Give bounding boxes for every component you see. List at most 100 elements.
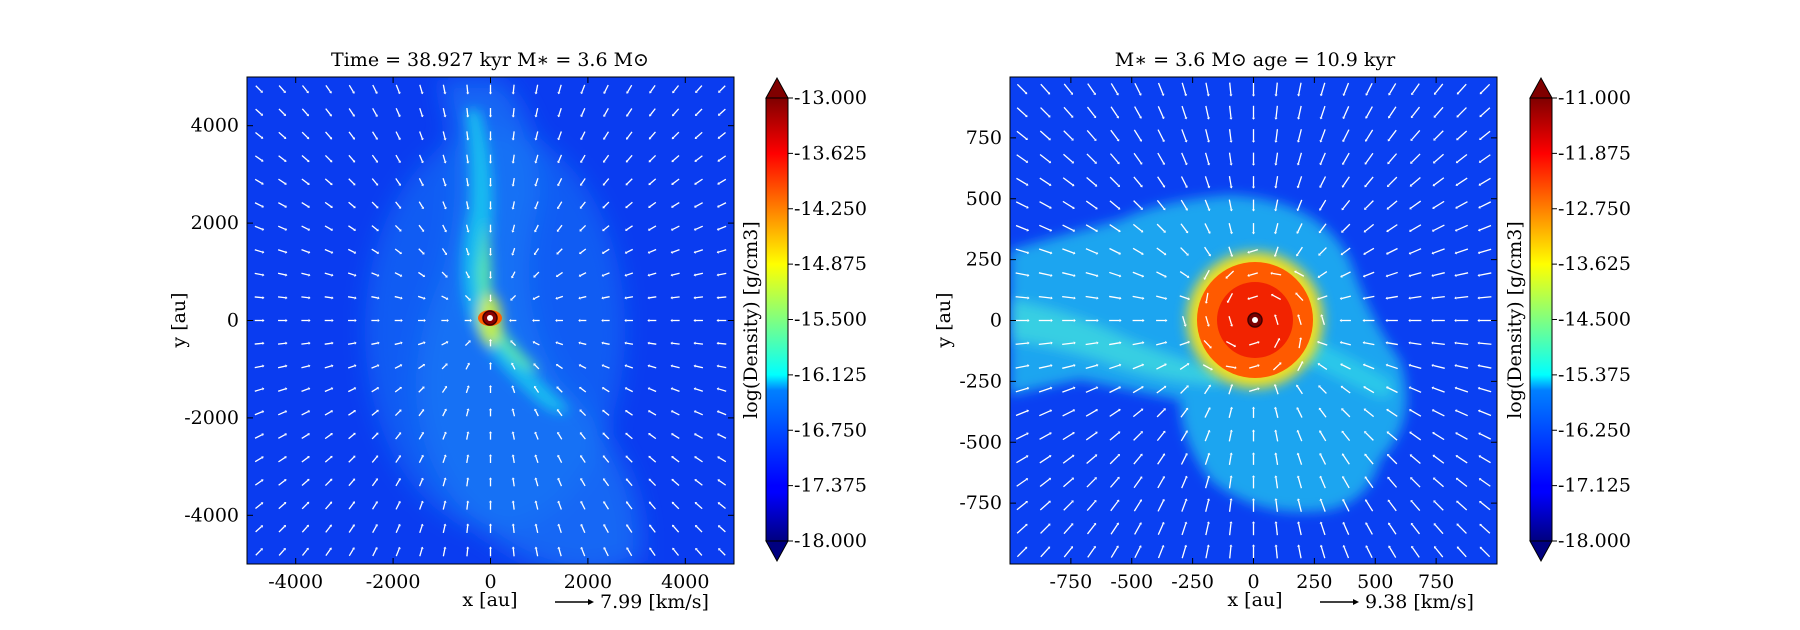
panel-left-velocity-arrow — [718, 457, 727, 463]
panel-left-velocity-arrowhead — [557, 160, 561, 164]
panel-left-velocity-arrowhead — [579, 409, 583, 413]
panel-left-velocity-arrowhead — [603, 547, 607, 550]
panel-left-velocity-arrow — [649, 410, 657, 416]
panel-right-velocity-arrow — [1388, 153, 1398, 164]
panel-left-velocity-arrowhead — [602, 409, 605, 413]
panel-left-velocity-arrowhead — [307, 433, 310, 436]
panel-right-velocity-arrow — [1204, 385, 1211, 395]
panel-right-velocity-arrowhead — [1318, 253, 1321, 256]
panel-left-velocity-arrow — [672, 479, 680, 486]
panel-left-velocity-arrow — [418, 433, 424, 440]
panel-left-velocity-arrow — [718, 388, 727, 392]
panel-right-velocity-arrow — [1480, 107, 1491, 117]
panel-left-velocity-arrowhead — [578, 364, 582, 367]
panel-left-velocity-arrow — [650, 548, 656, 557]
panel-right-velocity-arrowhead — [1229, 544, 1233, 547]
panel-left-velocity-arrowhead — [511, 207, 515, 210]
panel-right-velocity-arrow — [1015, 224, 1028, 231]
panel-right-velocity-arrowhead — [1230, 383, 1234, 387]
panel-left-velocity-arrow — [580, 248, 587, 254]
panel-right-velocity-arrow — [1479, 342, 1492, 345]
panel-left-velocity-arrowhead — [466, 115, 470, 118]
panel-left-velocity-arrowhead — [420, 546, 424, 550]
panel-left-velocity-arrow — [626, 502, 633, 510]
panel-right-velocity-arrow — [1180, 199, 1188, 210]
panel-left-velocity-arrowhead — [603, 501, 606, 504]
panel-right-velocity-arrowhead — [1184, 140, 1188, 143]
panel-right-velocity-arrow — [1062, 295, 1074, 299]
panel-right-velocity-arrow — [1039, 130, 1050, 140]
panel-right-velocity-arrow — [1085, 248, 1097, 254]
panel-right-velocity-arrowhead — [1387, 115, 1391, 119]
panel-right-ytick-label: 750 — [966, 127, 1002, 149]
panel-left-velocity-arrowhead — [466, 92, 470, 95]
panel-left-velocity-arrowhead — [375, 524, 378, 527]
panel-left-velocity-arrow — [301, 479, 309, 486]
panel-right-velocity-arrowhead — [1116, 545, 1119, 549]
panel-right-velocity-arrowhead — [1164, 340, 1168, 345]
panel-right-velocity-arrowhead — [1296, 231, 1300, 234]
panel-left-velocity-arrow — [254, 178, 263, 184]
panel-left-velocity-arrowhead — [284, 410, 288, 414]
panel-left-velocity-arrow — [627, 548, 633, 557]
panel-left-velocity-arrow — [395, 178, 401, 185]
panel-left-velocity-arrowhead — [261, 456, 264, 459]
panel-right-velocity-arrowhead — [1456, 91, 1460, 95]
panel-left-xtick-label: 0 — [484, 571, 496, 593]
panel-left-velocity-arrow — [603, 433, 610, 440]
panel-left-velocity-arrowhead — [308, 341, 311, 345]
panel-right-velocity-arrow — [1319, 199, 1327, 210]
panel-left-velocity-arrowhead — [694, 479, 698, 482]
panel-left-velocity-arrow — [534, 364, 540, 370]
panel-right-velocity-arrow — [1318, 341, 1328, 346]
panel-left-velocity-arrowhead — [260, 90, 263, 93]
panel-left-velocity-arrow — [325, 548, 331, 557]
panel-left-velocity-arrowhead — [397, 137, 401, 141]
panel-right-velocity-arrowhead — [1229, 475, 1233, 478]
panel-right-velocity-arrowhead — [1024, 114, 1028, 118]
panel-right-velocity-arrow — [1133, 454, 1142, 465]
panel-right-velocity-arrowhead — [1073, 341, 1076, 345]
panel-left-velocity-arrowhead — [377, 318, 380, 323]
panel-left-velocity-arrowhead — [283, 502, 287, 505]
panel-right-velocity-arrowhead — [1140, 408, 1144, 412]
panel-right-velocity-arrowhead — [1047, 91, 1051, 95]
panel-left-velocity-arrowhead — [670, 364, 673, 368]
panel-left-velocity-arrow — [649, 154, 657, 162]
panel-right-velocity-arrowhead — [1139, 162, 1143, 165]
panel-left-velocity-arrowhead — [671, 136, 675, 140]
panel-right-velocity-arrow — [1249, 364, 1258, 369]
panel-right-velocity-arrowhead — [1161, 521, 1165, 525]
panel-left-velocity-arrow — [695, 502, 703, 510]
panel-left-velocity-arrow — [535, 84, 539, 93]
panel-right-velocity-arrow — [1156, 341, 1166, 346]
panel-left-velocity-arrowhead — [579, 206, 583, 209]
panel-left-velocity-arrowhead — [488, 454, 493, 457]
panel-right-velocity-arrowhead — [1456, 500, 1459, 504]
panel-left-velocity-arrowhead — [285, 341, 288, 345]
panel-right-velocity-arrow — [1016, 547, 1027, 558]
panel-right-velocity-arrowhead — [1141, 363, 1145, 367]
panel-left-velocity-arrow — [348, 456, 355, 463]
panel-right-velocity-arrowhead — [1455, 454, 1459, 458]
panel-left-velocity-arrowhead — [375, 183, 379, 186]
panel-right-velocity-arrowhead — [1095, 408, 1098, 412]
panel-left-velocity-arrow — [535, 107, 539, 116]
panel-left-velocity-arrow — [718, 249, 727, 253]
panel-right-velocity-arrowhead — [1207, 185, 1211, 189]
panel-right-velocity-arrowhead — [1274, 521, 1278, 524]
panel-right-velocity-arrowhead — [1455, 432, 1458, 435]
panel-left-velocity-arrowhead — [647, 318, 650, 323]
panel-right-velocity-arrow — [1411, 501, 1421, 511]
panel-right-velocity-arrow — [1228, 152, 1232, 164]
panel-left-velocity-arrow — [442, 433, 446, 440]
panel-left-velocity-arrowhead — [716, 273, 719, 277]
panel-right-velocity-arrow — [1085, 295, 1097, 299]
panel-left-velocity-arrow — [649, 131, 656, 139]
panel-left-velocity-arrow — [278, 202, 286, 208]
panel-left-velocity-arrowhead — [444, 385, 448, 389]
panel-right-velocity-arrow — [1388, 129, 1397, 141]
panel-right-velocity-arrow — [1320, 176, 1327, 187]
panel-right-velocity-arrow — [1205, 105, 1210, 118]
panel-right-velocity-arrowhead — [1161, 116, 1165, 120]
